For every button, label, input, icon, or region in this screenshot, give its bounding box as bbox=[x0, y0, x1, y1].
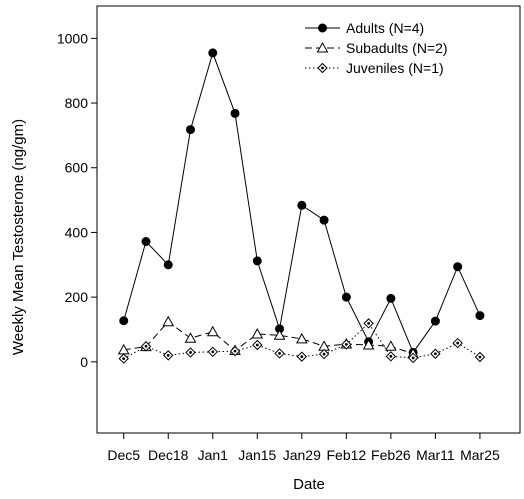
data-point bbox=[341, 339, 352, 350]
data-point bbox=[319, 215, 329, 225]
diamond-center bbox=[211, 350, 215, 354]
x-tick-label: Feb12 bbox=[326, 447, 366, 463]
series-0 bbox=[119, 48, 485, 357]
diamond-center bbox=[189, 351, 192, 354]
diamond-center bbox=[367, 321, 371, 325]
diamond-center bbox=[233, 349, 237, 353]
data-point bbox=[453, 262, 463, 272]
data-point bbox=[162, 315, 175, 327]
x-tick-label: Jan15 bbox=[238, 447, 276, 463]
data-point bbox=[341, 292, 351, 302]
series-layer bbox=[117, 48, 486, 364]
data-point bbox=[452, 337, 463, 349]
data-point bbox=[163, 260, 173, 270]
data-point bbox=[184, 332, 197, 343]
data-point bbox=[185, 347, 196, 358]
data-point bbox=[207, 346, 218, 358]
legend-marker bbox=[316, 41, 329, 53]
data-point bbox=[252, 339, 263, 351]
data-point bbox=[208, 48, 218, 58]
diamond-center bbox=[278, 352, 281, 355]
plot-border bbox=[96, 5, 521, 434]
data-point bbox=[119, 316, 129, 326]
data-point bbox=[252, 256, 262, 266]
data-point bbox=[274, 348, 285, 359]
diamond-center bbox=[478, 355, 482, 359]
data-point bbox=[362, 338, 375, 350]
legend-label: Subadults (N=2) bbox=[346, 40, 448, 56]
diamond-center bbox=[300, 355, 304, 359]
data-point bbox=[229, 345, 241, 357]
x-tick-label: Dec5 bbox=[107, 447, 140, 463]
x-axis-label: Date bbox=[293, 476, 325, 493]
diamond-center bbox=[255, 343, 259, 347]
diamond-center bbox=[411, 356, 415, 360]
x-tick-label: Jan29 bbox=[283, 447, 321, 463]
data-point bbox=[474, 351, 486, 363]
diamond-center bbox=[389, 354, 393, 358]
diamond-center bbox=[322, 352, 326, 356]
data-point bbox=[407, 352, 419, 364]
data-point bbox=[363, 318, 374, 329]
data-point bbox=[385, 351, 397, 362]
x-tick-label: Dec18 bbox=[148, 447, 189, 463]
x-axis: Dec5 Dec18 Jan1 Jan15 Jan29 Feb12 Feb26 Mar11 Ma… bbox=[107, 433, 500, 463]
data-point bbox=[385, 340, 397, 351]
data-point bbox=[118, 353, 129, 364]
data-point bbox=[163, 350, 174, 361]
x-tick-label: Feb26 bbox=[371, 447, 411, 463]
diamond-center bbox=[456, 341, 460, 345]
y-axis: 0 200 400 600 800 1000 bbox=[57, 30, 97, 370]
data-point bbox=[186, 125, 196, 135]
y-tick-label: 1000 bbox=[57, 30, 88, 46]
diamond-center bbox=[344, 342, 348, 346]
data-point bbox=[475, 311, 485, 321]
data-point bbox=[430, 316, 440, 326]
data-point bbox=[386, 293, 396, 303]
y-tick-label: 400 bbox=[65, 224, 89, 240]
diamond-center bbox=[122, 357, 126, 360]
diamond-center bbox=[166, 353, 170, 357]
x-tick-label: Jan1 bbox=[198, 447, 229, 463]
y-tick-label: 800 bbox=[65, 95, 89, 111]
x-tick-label: Mar11 bbox=[416, 447, 455, 463]
y-axis-label: Weekly Mean Testosterone (ng/gm) bbox=[10, 119, 27, 355]
legend-marker bbox=[318, 23, 327, 33]
data-point bbox=[251, 327, 264, 339]
data-point bbox=[140, 341, 152, 352]
x-tick-label: Mar25 bbox=[460, 447, 500, 463]
legend: Adults (N=4) Subadults (N=2) Juveniles (N=… bbox=[305, 20, 448, 76]
y-tick-label: 600 bbox=[65, 160, 89, 176]
series-2 bbox=[118, 318, 486, 364]
data-point bbox=[273, 329, 286, 340]
data-point bbox=[296, 351, 308, 362]
data-point bbox=[318, 348, 330, 360]
diamond-center bbox=[321, 66, 324, 70]
data-point bbox=[230, 108, 240, 118]
legend-label: Adults (N=4) bbox=[346, 20, 424, 36]
y-tick-label: 200 bbox=[65, 289, 89, 305]
data-point bbox=[206, 325, 219, 337]
data-point bbox=[430, 348, 441, 359]
legend-marker bbox=[317, 62, 328, 74]
data-point bbox=[295, 332, 308, 344]
series-line bbox=[123, 322, 481, 360]
diamond-center bbox=[144, 344, 148, 348]
data-point bbox=[297, 200, 307, 210]
plot-frame bbox=[96, 5, 521, 434]
y-tick-label: 0 bbox=[80, 354, 88, 370]
diamond-center bbox=[434, 352, 437, 356]
data-point bbox=[141, 236, 151, 246]
legend-label: Juveniles (N=1) bbox=[346, 60, 444, 76]
